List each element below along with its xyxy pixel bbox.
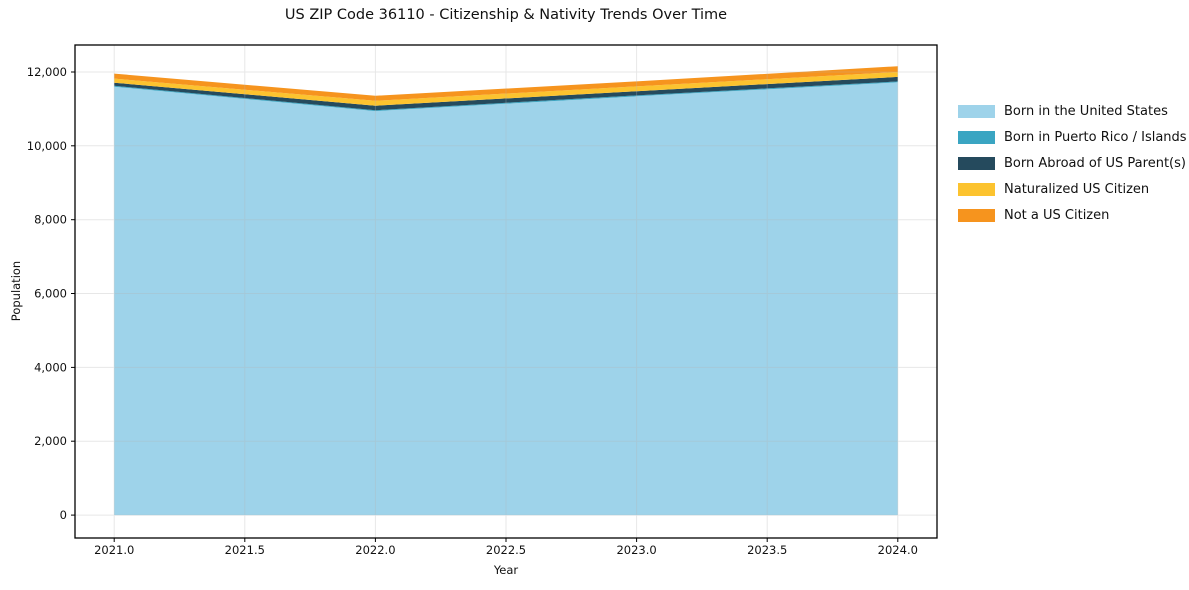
x-tick-label: 2023.0 bbox=[616, 543, 656, 557]
y-tick-label: 4,000 bbox=[34, 360, 67, 374]
x-tick-label: 2021.5 bbox=[225, 543, 265, 557]
chart-title: US ZIP Code 36110 - Citizenship & Nativi… bbox=[284, 7, 728, 23]
x-tick-label: 2024.0 bbox=[878, 543, 918, 557]
legend-item-naturalized-us-citizen: Naturalized US Citizen bbox=[958, 179, 1187, 200]
area-born-in-the-united-states bbox=[114, 82, 898, 516]
y-axis-label: Population bbox=[9, 260, 23, 322]
x-axis-label: Year bbox=[493, 563, 519, 577]
legend-item-born-in-the-united-states: Born in the United States bbox=[958, 101, 1187, 122]
legend: Born in the United States Born in Puerto … bbox=[958, 101, 1187, 226]
area-naturalized-us-citizen bbox=[114, 72, 898, 106]
legend-swatch-born-in-the-united-states bbox=[958, 105, 995, 118]
legend-swatch-born-in-puerto-rico-islands bbox=[958, 131, 995, 144]
legend-label: Born in the United States bbox=[1004, 104, 1168, 119]
y-tick-label: 2,000 bbox=[34, 434, 67, 448]
y-tick-label: 10,000 bbox=[27, 139, 67, 153]
x-tick-label: 2022.0 bbox=[355, 543, 395, 557]
legend-label: Naturalized US Citizen bbox=[1004, 182, 1150, 197]
y-tick-label: 8,000 bbox=[34, 213, 67, 227]
x-tick-label: 2023.5 bbox=[747, 543, 787, 557]
y-tick-label: 12,000 bbox=[27, 65, 67, 79]
legend-label: Born Abroad of US Parent(s) bbox=[1004, 156, 1186, 171]
area-born-abroad-of-us-parent-s bbox=[114, 76, 898, 111]
area-not-a-us-citizen bbox=[114, 66, 898, 101]
legend-label: Born in Puerto Rico / Islands bbox=[1004, 130, 1187, 145]
legend-swatch-born-abroad-of-us-parent-s bbox=[958, 157, 995, 170]
gridlines bbox=[75, 45, 937, 538]
legend-item-born-in-puerto-rico-islands: Born in Puerto Rico / Islands bbox=[958, 127, 1187, 148]
y-tick-label: 6,000 bbox=[34, 287, 67, 301]
legend-swatch-naturalized-us-citizen bbox=[958, 183, 995, 196]
y-tick-label: 0 bbox=[60, 508, 67, 522]
legend-item-not-a-us-citizen: Not a US Citizen bbox=[958, 205, 1187, 226]
legend-item-born-abroad-of-us-parent-s: Born Abroad of US Parent(s) bbox=[958, 153, 1187, 174]
x-tick-label: 2021.0 bbox=[94, 543, 134, 557]
legend-swatch-not-a-us-citizen bbox=[958, 209, 995, 222]
x-tick-label: 2022.5 bbox=[486, 543, 526, 557]
legend-label: Not a US Citizen bbox=[1004, 208, 1110, 223]
